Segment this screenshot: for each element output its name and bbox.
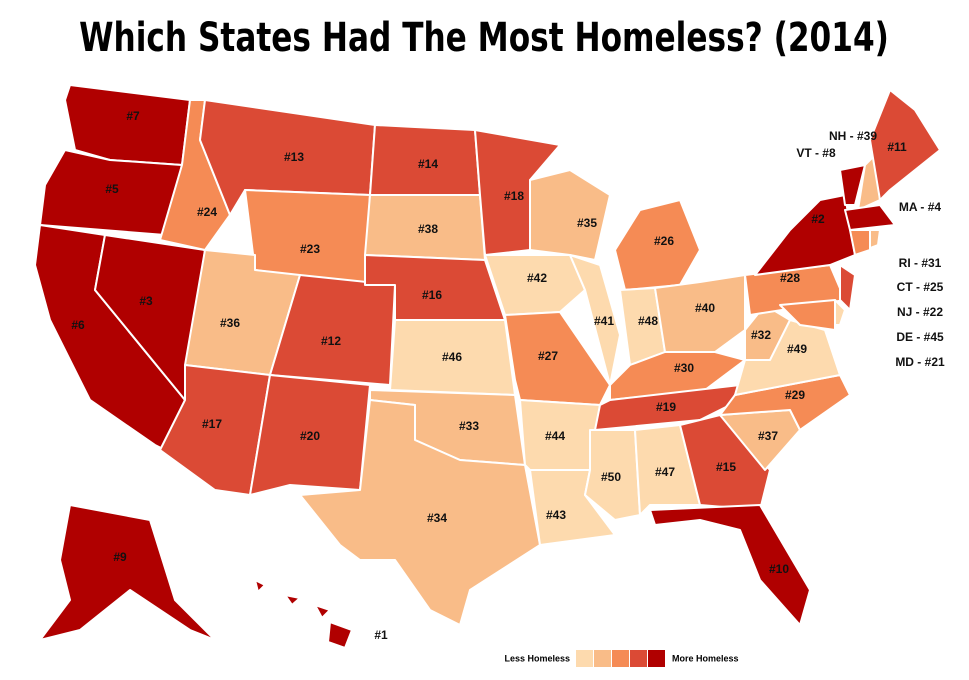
- state-label: #16: [422, 288, 442, 302]
- state-shape: [284, 594, 301, 606]
- legend-swatch: [648, 650, 665, 667]
- state-label: #27: [538, 349, 558, 363]
- state-shape: [849, 229, 871, 256]
- state-label: #13: [284, 150, 304, 164]
- state-shape: [529, 169, 611, 261]
- state-shape: [679, 414, 771, 511]
- state-shape: [649, 504, 811, 626]
- state-label: #11: [887, 140, 907, 154]
- state-label: #40: [695, 301, 715, 315]
- state-label: #47: [655, 465, 675, 479]
- state-label: #38: [418, 222, 438, 236]
- state-label: NJ - #22: [897, 305, 943, 319]
- state-label: #48: [638, 314, 658, 328]
- state-label: #2: [811, 212, 825, 226]
- state-label: #15: [716, 460, 736, 474]
- state-label: #26: [654, 234, 674, 248]
- state-label: #43: [546, 508, 566, 522]
- state-shape: [839, 164, 866, 206]
- state-shape: [839, 264, 856, 311]
- state-shape: [869, 89, 941, 201]
- state-shape: [299, 399, 541, 626]
- state-shape: [869, 229, 881, 249]
- state-label: MA - #4: [899, 200, 942, 214]
- state-label: #6: [71, 318, 85, 332]
- state-label: #20: [300, 429, 320, 443]
- map-title: Which States Had The Most Homeless? (201…: [79, 15, 889, 61]
- state-shape: [327, 621, 353, 649]
- state-shape: [634, 424, 701, 516]
- state-label: #5: [105, 182, 119, 196]
- state-shape: [844, 204, 896, 231]
- state-label: #32: [751, 328, 771, 342]
- state-label: #35: [577, 216, 597, 230]
- state-label: RI - #31: [899, 256, 942, 270]
- state-shape: [249, 374, 371, 496]
- states: [34, 84, 941, 649]
- legend-swatch: [594, 650, 611, 667]
- labels: #7 #5 #6 #3 #24 #13 #23 #36 #12 #17 #20 #14 #38 #16 #4…: [71, 109, 945, 642]
- state-shape: [484, 254, 586, 316]
- state-label: VT - #8: [796, 146, 836, 160]
- state-label: #44: [545, 429, 565, 443]
- state-label: #17: [202, 417, 222, 431]
- state-label: #29: [785, 388, 805, 402]
- state-label: #24: [197, 205, 217, 219]
- state-label: #28: [780, 271, 800, 285]
- state-label: #30: [674, 361, 694, 375]
- state-label: MD - #21: [895, 355, 945, 369]
- legend: Less Homeless More Homeless: [504, 650, 739, 667]
- state-shape: [569, 254, 621, 386]
- state-label: #1: [374, 628, 388, 642]
- state-label: #42: [527, 271, 547, 285]
- state-shape: [314, 604, 331, 619]
- state-label: #41: [594, 314, 614, 328]
- state-label: DE - #45: [896, 330, 944, 344]
- legend-low: Less Homeless: [504, 653, 570, 663]
- state-label: #36: [220, 316, 240, 330]
- legend-high: More Homeless: [672, 653, 739, 663]
- state-label: #19: [656, 400, 676, 414]
- state-label: #49: [787, 342, 807, 356]
- state-label: #37: [758, 429, 778, 443]
- state-shape: [779, 299, 836, 331]
- state-label: #9: [113, 550, 127, 564]
- state-label: #46: [442, 350, 462, 364]
- state-shape: [754, 194, 856, 276]
- state-label: #12: [321, 334, 341, 348]
- state-label: NH - #39: [829, 129, 877, 143]
- state-shape: [39, 504, 216, 641]
- state-label: #23: [300, 242, 320, 256]
- state-label: #10: [769, 562, 789, 576]
- state-label: CT - #25: [897, 280, 944, 294]
- state-label: #14: [418, 157, 438, 171]
- legend-swatch: [630, 650, 647, 667]
- state-shape: [529, 469, 616, 546]
- state-shape: [64, 84, 191, 166]
- state-label: #33: [459, 419, 479, 433]
- state-label: #7: [126, 109, 140, 123]
- state-label: #50: [601, 470, 621, 484]
- state-label: #18: [504, 189, 524, 203]
- legend-swatch: [576, 650, 593, 667]
- state-label: #3: [139, 294, 153, 308]
- state-shape: [254, 579, 266, 593]
- legend-swatch: [612, 650, 629, 667]
- state-label: #34: [427, 511, 447, 525]
